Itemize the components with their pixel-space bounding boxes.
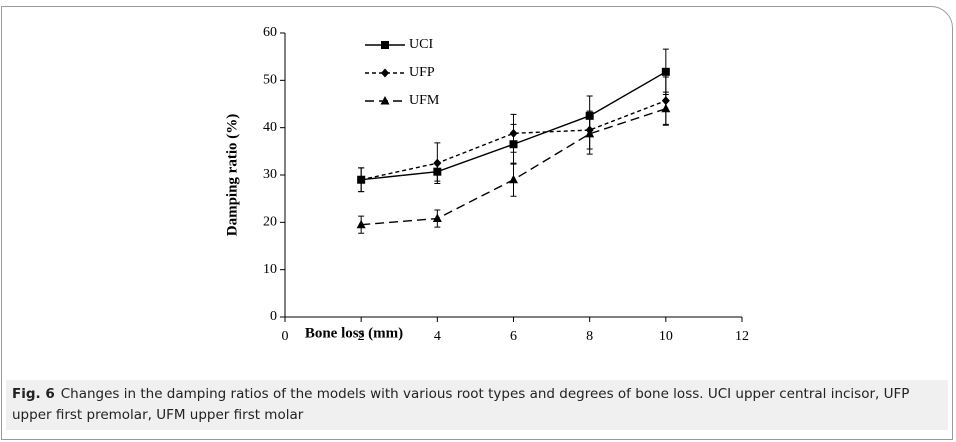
legend-label: UFM [409,93,440,108]
chart: Bone loss (mm) Damping ratio (%) 0102030… [224,25,749,344]
y-tick-label: 0 [270,309,277,324]
y-tick-label: 20 [263,215,277,230]
x-tick-label: 10 [659,329,673,344]
marker [356,219,366,229]
x-tick-label: 2 [358,329,365,344]
caption-text: Changes in the damping ratios of the mod… [12,386,910,423]
legend-label: UFP [409,65,435,80]
series-line [361,100,667,181]
legend-marker [381,41,389,49]
figure-frame [1,6,953,440]
y-tick-label: 40 [263,120,277,135]
y-axis-label: Damping ratio (%) [224,114,240,237]
x-tick-label: 8 [586,329,593,344]
marker [509,128,518,138]
legend-marker [380,96,390,105]
marker [433,158,442,168]
y-tick-label: 30 [263,167,277,182]
caption: Fig. 6 Changes in the damping ratios of t… [6,380,948,430]
x-tick-label: 4 [434,329,441,344]
marker [357,175,366,185]
x-tick-label: 0 [282,329,289,344]
y-tick-label: 60 [263,25,277,40]
marker [585,128,595,138]
marker [432,213,442,223]
caption-label: Fig. 6 [12,386,55,402]
x-tick-label: 12 [735,329,749,344]
marker [661,67,670,76]
y-tick-label: 50 [263,73,277,88]
x-tick-label: 6 [510,329,517,344]
legend-label: UCI [409,37,433,52]
legend-marker [381,68,389,78]
x-axis-label: Bone loss (mm) [305,325,403,341]
y-tick-label: 10 [263,262,277,277]
marker [661,103,671,113]
marker [509,174,518,184]
